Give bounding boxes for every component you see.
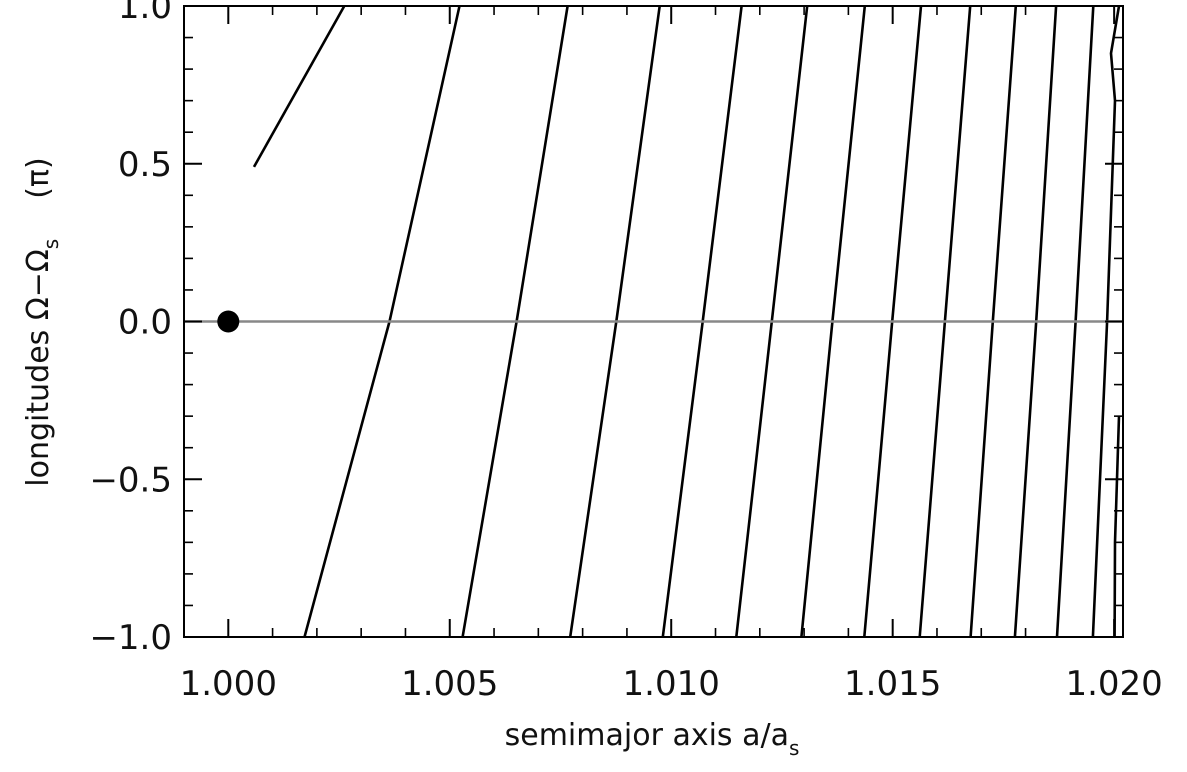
- x-tick-label: 1.010: [623, 664, 720, 704]
- y-tick-label: 1.0: [118, 0, 172, 27]
- x-tick-label: 1.015: [844, 664, 941, 704]
- y-tick-label: 0.5: [118, 145, 172, 185]
- y-axis-title: longitudes Ω−Ωs(π): [21, 157, 63, 486]
- y-tick-label: −0.5: [89, 460, 172, 500]
- axis-ticks: [184, 5, 1123, 638]
- svg-text:longitudes Ω−Ωs(π): longitudes Ω−Ωs(π): [21, 157, 63, 486]
- contour-line-14: [1113, 416, 1121, 638]
- x-tick-label: 1.000: [180, 664, 277, 704]
- x-tick-label: 1.005: [401, 664, 498, 704]
- axis-tick-labels: 1.000 1.005 1.010 1.015 1.020 −1.0 −0.5 0.0 0.5 1…: [89, 0, 1162, 704]
- x-axis-title: semimajor axis a/as: [505, 718, 800, 760]
- y-tick-label: −1.0: [89, 618, 172, 658]
- x-tick-label: 1.020: [1065, 664, 1162, 704]
- y-tick-label: 0.0: [118, 303, 172, 343]
- satellite-position-marker: [217, 310, 240, 333]
- contour-line-1: [252, 5, 346, 168]
